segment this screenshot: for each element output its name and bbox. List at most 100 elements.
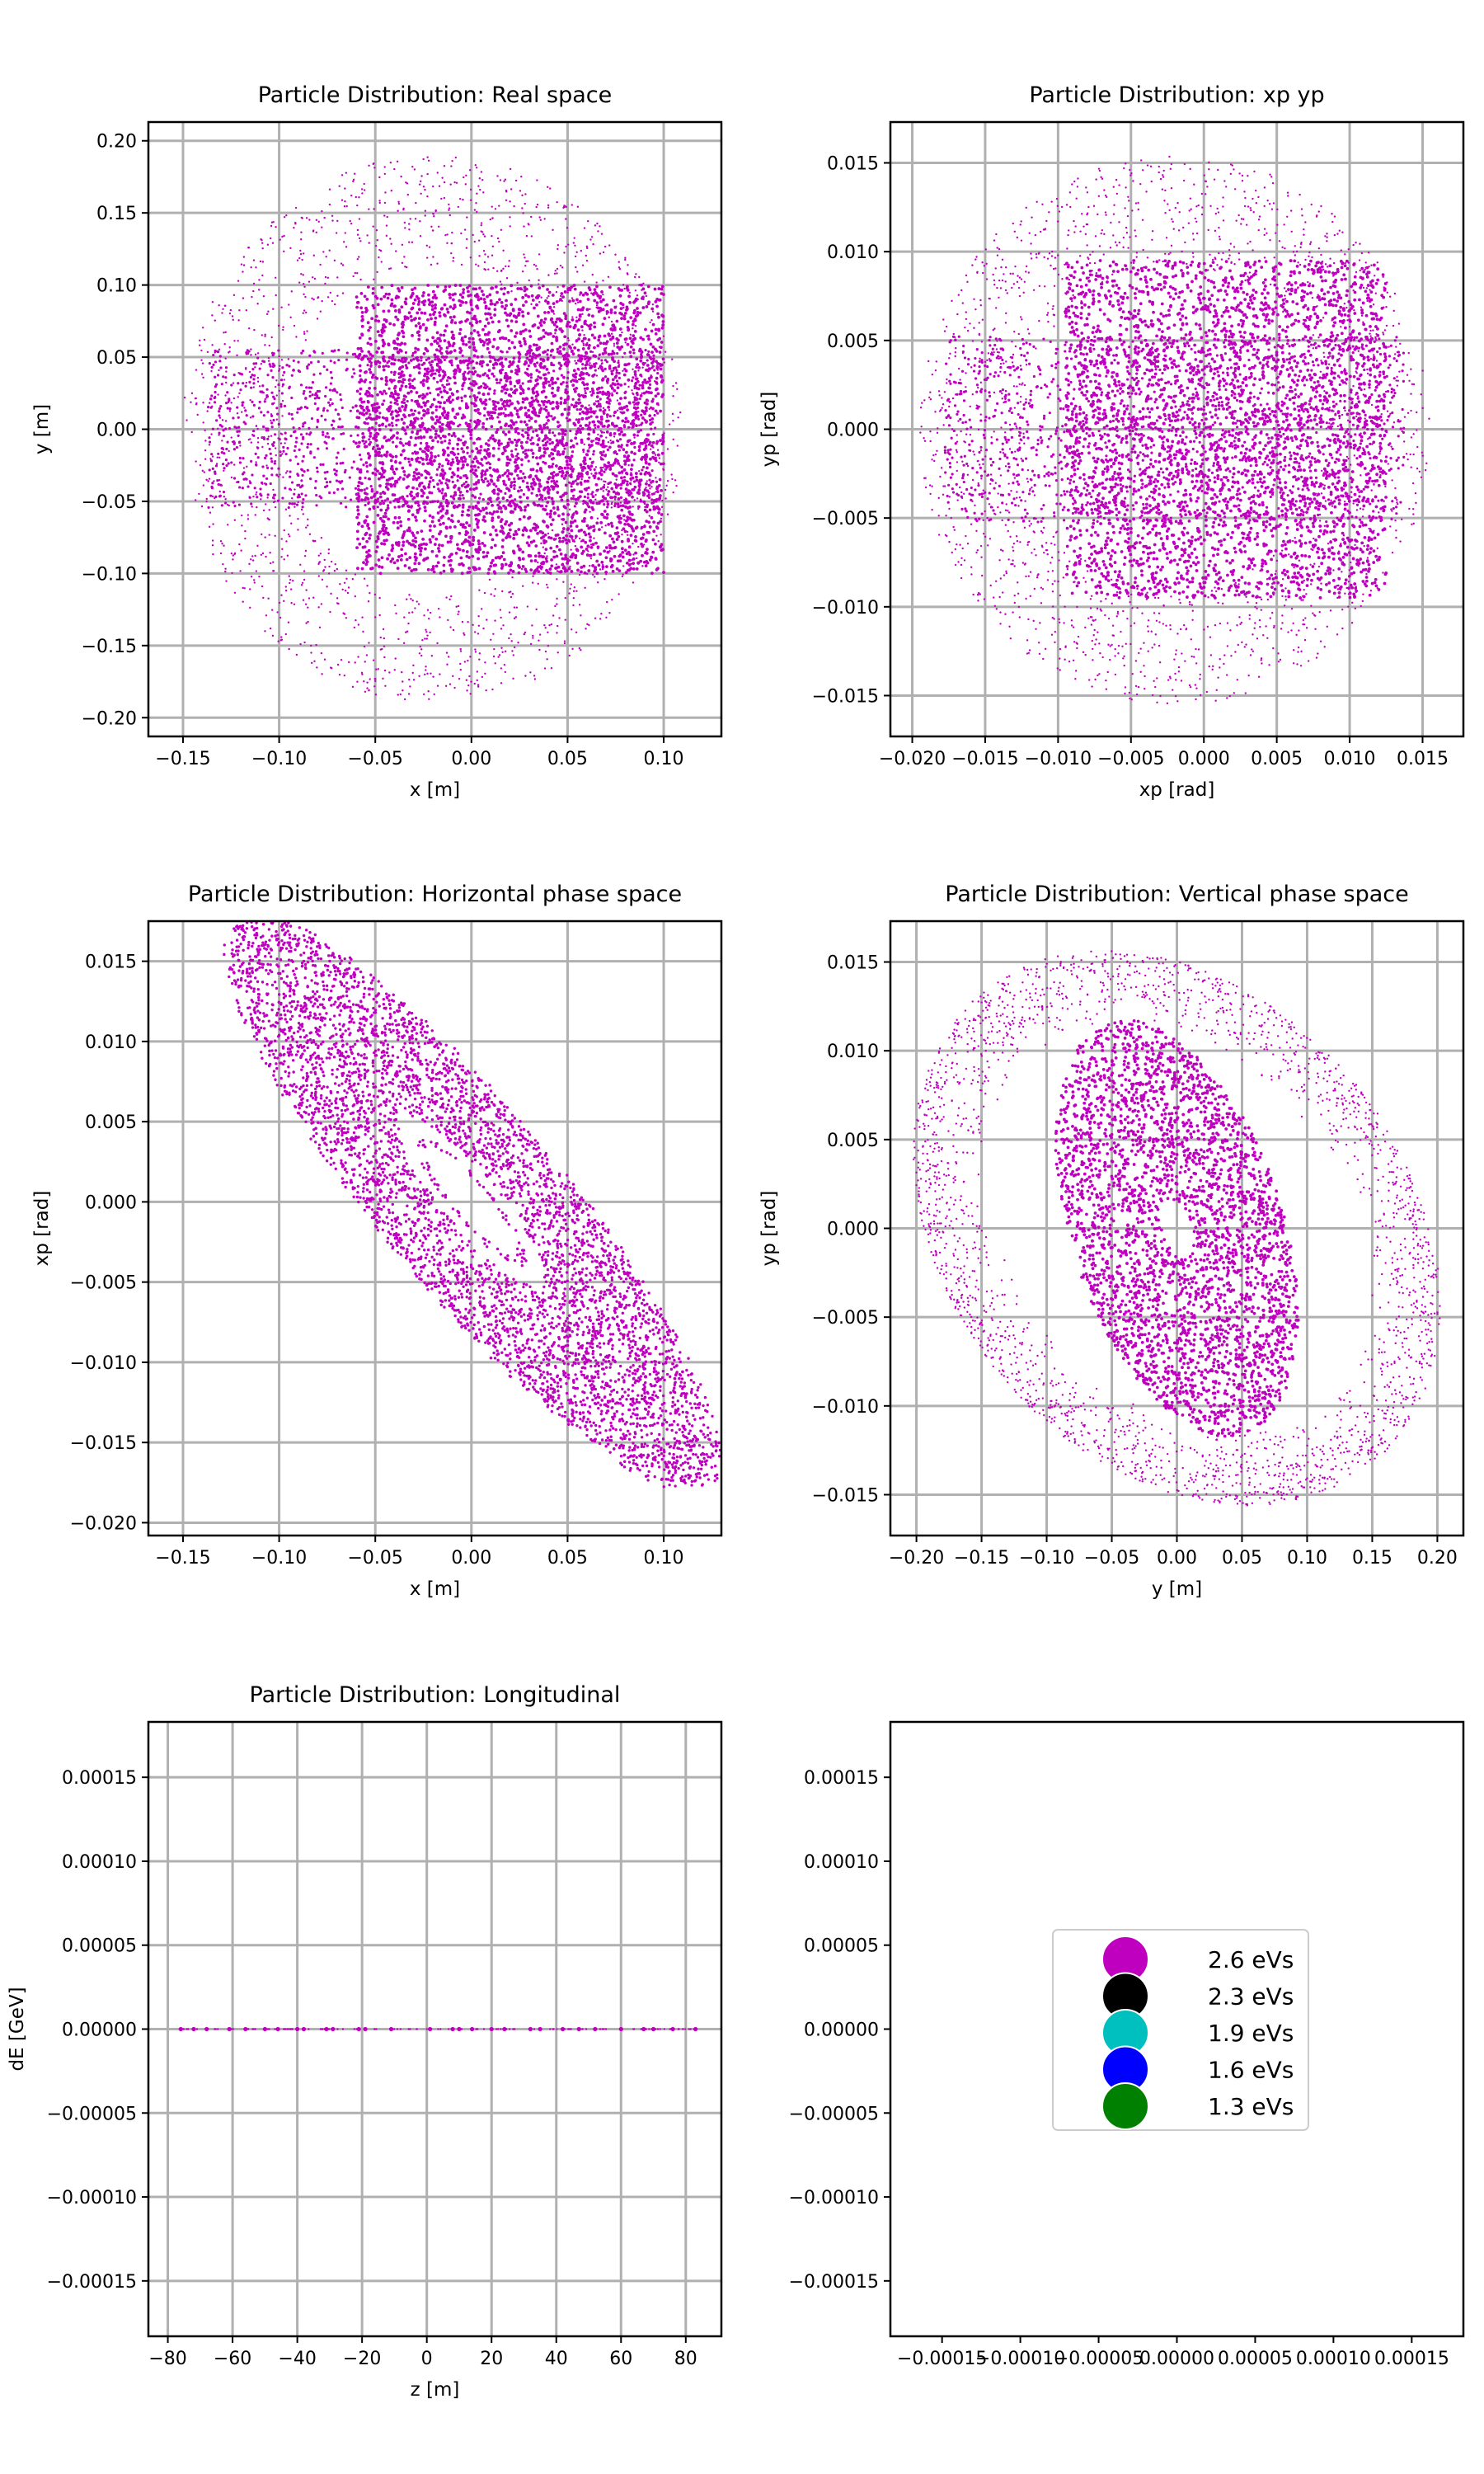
data-point [629, 355, 633, 359]
data-point [536, 503, 540, 507]
data-point [381, 356, 385, 360]
data-point [489, 299, 493, 303]
data-point [504, 357, 508, 361]
data-point [369, 413, 372, 416]
data-point [449, 463, 453, 467]
data-point [586, 464, 589, 468]
data-point [644, 460, 648, 464]
data-point [531, 451, 535, 455]
data-point [481, 480, 486, 484]
data-point [499, 371, 503, 375]
data-point [359, 379, 364, 383]
data-point [580, 404, 584, 408]
data-point [536, 361, 539, 365]
data-point [618, 438, 622, 441]
data-point [377, 558, 381, 562]
data-point [510, 426, 514, 430]
data-point [547, 431, 552, 435]
data-point [541, 428, 544, 431]
data-point [368, 392, 371, 395]
data-point [318, 495, 322, 498]
data-point [650, 501, 654, 505]
data-point [568, 299, 571, 303]
data-point [585, 372, 589, 375]
data-point [299, 383, 303, 387]
data-point [618, 559, 622, 563]
y-tick-label: −0.05 [82, 492, 137, 513]
data-point [447, 399, 451, 402]
data-point [462, 372, 466, 376]
data-point [485, 554, 489, 558]
data-point [467, 535, 472, 539]
data-point [485, 338, 489, 342]
data-point [439, 421, 442, 424]
data-point [407, 440, 411, 444]
data-point [352, 460, 355, 463]
data-point [619, 397, 622, 401]
data-point [303, 389, 306, 393]
data-point [481, 426, 485, 429]
data-point [251, 367, 255, 371]
x-tick-label: −0.05 [347, 749, 402, 769]
data-point [575, 362, 578, 365]
data-point [542, 384, 546, 388]
data-point [480, 475, 483, 479]
data-point [603, 510, 607, 513]
data-point [470, 401, 473, 405]
data-point [565, 459, 569, 463]
data-point [467, 524, 472, 528]
data-point [370, 317, 374, 321]
data-point [430, 425, 434, 429]
data-point [253, 487, 256, 490]
data-point [379, 297, 383, 301]
data-point [522, 472, 525, 475]
data-point [411, 531, 415, 535]
data-point [472, 506, 475, 510]
data-point [340, 480, 344, 483]
data-point [370, 567, 374, 570]
data-point [425, 444, 429, 449]
data-point [580, 416, 585, 421]
data-point [393, 389, 397, 393]
data-point [519, 344, 523, 348]
data-point [426, 318, 430, 322]
data-point [518, 308, 522, 312]
data-point [576, 568, 580, 572]
data-point [404, 384, 408, 388]
data-point [625, 404, 629, 408]
data-point [607, 391, 610, 394]
y-tick-label: 0.00 [96, 421, 137, 441]
data-point [507, 571, 510, 575]
data-point [387, 478, 390, 482]
data-point [384, 392, 387, 395]
data-point [428, 480, 432, 484]
data-point [315, 466, 319, 469]
data-point [619, 504, 622, 507]
data-point [475, 474, 479, 478]
data-point [500, 283, 503, 285]
data-point [296, 496, 299, 499]
data-point [515, 454, 519, 458]
data-point [256, 356, 260, 360]
data-point [616, 351, 619, 355]
data-point [564, 429, 567, 433]
data-point [570, 485, 573, 488]
data-point [501, 551, 505, 555]
data-point [381, 499, 384, 503]
data-point [613, 414, 616, 417]
data-point [650, 571, 654, 576]
data-point [376, 239, 378, 242]
data-point [556, 386, 561, 390]
data-point [536, 382, 539, 386]
data-point [500, 356, 504, 360]
data-point [413, 562, 417, 566]
data-point [439, 501, 443, 506]
data-point [599, 365, 603, 369]
data-point [363, 294, 367, 299]
data-point [473, 426, 477, 430]
data-point [500, 361, 504, 365]
data-point [397, 515, 402, 520]
data-point [580, 426, 585, 430]
data-point [342, 447, 345, 451]
data-point [652, 505, 656, 509]
